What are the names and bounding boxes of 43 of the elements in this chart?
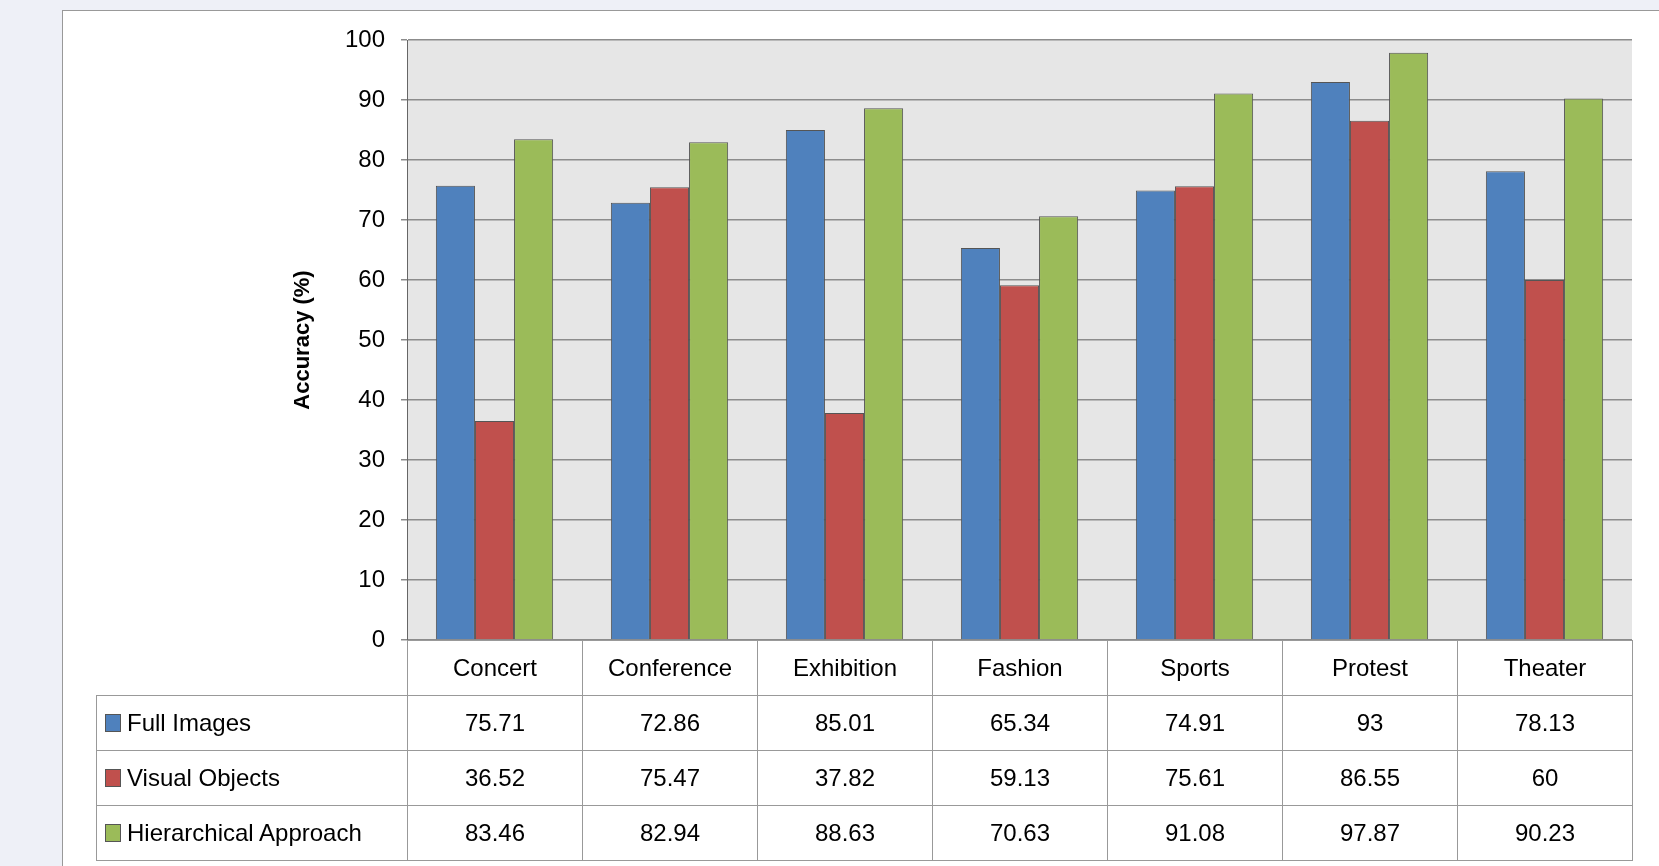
data-label: 72.86: [582, 695, 758, 751]
data-label: 88.63: [757, 805, 933, 861]
x-tick-label: Concert: [407, 640, 583, 696]
y-tick-label: 60: [358, 264, 385, 292]
data-label: 65.34: [932, 695, 1108, 751]
y-tick-label: 50: [358, 324, 385, 352]
data-label: 60: [1457, 750, 1633, 806]
data-label: 86.55: [1282, 750, 1458, 806]
data-label: 90.23: [1457, 805, 1633, 861]
data-label: 82.94: [582, 805, 758, 861]
y-axis-title: Accuracy (%): [289, 270, 315, 410]
data-label: 93: [1282, 695, 1458, 751]
x-tick-label: Fashion: [932, 640, 1108, 696]
y-tick-label: 30: [358, 444, 385, 472]
x-tick-label: Conference: [582, 640, 758, 696]
data-label: 74.91: [1107, 695, 1283, 751]
legend-label: Full Images: [127, 709, 252, 737]
y-tick-label: 100: [344, 24, 385, 52]
data-label: 75.71: [407, 695, 583, 751]
y-tick-label: 20: [358, 504, 385, 532]
data-label: 36.52: [407, 750, 583, 806]
y-tick-label: 80: [358, 144, 385, 172]
y-tick-label: 0: [371, 624, 385, 652]
data-label: 91.08: [1107, 805, 1283, 861]
x-tick-label: Theater: [1457, 640, 1633, 696]
legend-label: Visual Objects: [127, 764, 280, 792]
x-tick-label: Protest: [1282, 640, 1458, 696]
legend-label: Hierarchical Approach: [127, 819, 362, 847]
data-label: 59.13: [932, 750, 1108, 806]
data-label: 75.61: [1107, 750, 1283, 806]
data-label: 97.87: [1282, 805, 1458, 861]
x-tick-label: Exhibition: [757, 640, 933, 696]
data-label: 83.46: [407, 805, 583, 861]
y-tick-label: 40: [358, 384, 385, 412]
data-label: 75.47: [582, 750, 758, 806]
x-tick-label: Sports: [1107, 640, 1283, 696]
data-label: 70.63: [932, 805, 1108, 861]
data-label: 85.01: [757, 695, 933, 751]
data-label: 78.13: [1457, 695, 1633, 751]
data-label: 37.82: [757, 750, 933, 806]
y-tick-label: 70: [358, 204, 385, 232]
y-tick-label: 10: [358, 564, 385, 592]
y-tick-label: 90: [358, 84, 385, 112]
